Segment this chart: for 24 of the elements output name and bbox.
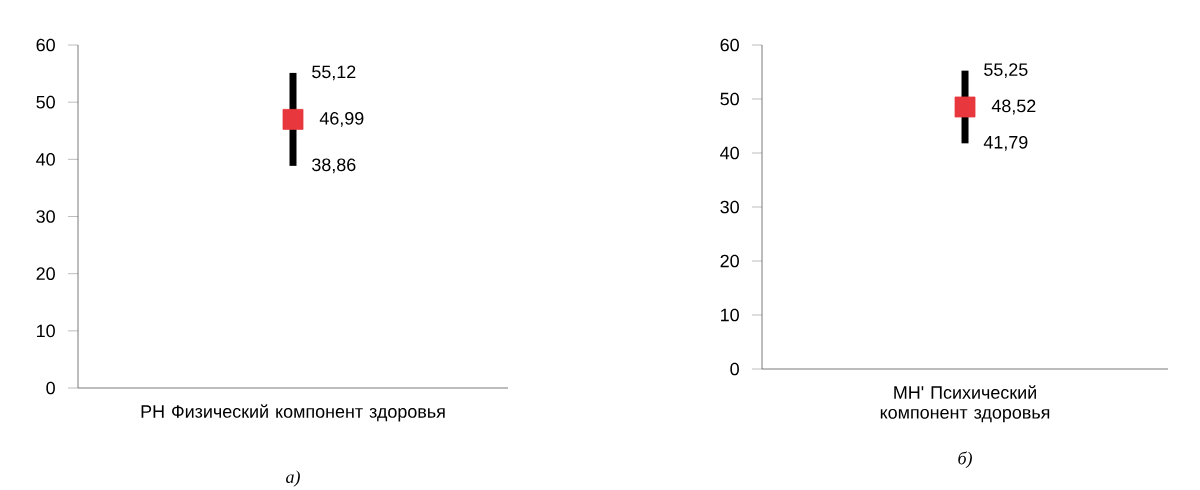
y-tick-label: 40 bbox=[36, 152, 55, 166]
y-tick-label: 10 bbox=[37, 324, 55, 338]
y-tick-label: 50 bbox=[720, 92, 739, 106]
annotation: 38,86 bbox=[312, 158, 356, 174]
y-tick-label: 10 bbox=[721, 308, 739, 322]
y-tick-label: 0 bbox=[730, 362, 739, 376]
y-tick-label: 40 bbox=[720, 146, 739, 160]
y-tick-label: 50 bbox=[36, 95, 55, 109]
y-tick-label: 30 bbox=[720, 200, 739, 214]
x-tick-label: PH Физический компонент здоровья bbox=[141, 404, 445, 422]
annotation: 55,25 bbox=[984, 63, 1028, 79]
x-tick-label: MH' Психический компонент здоровья bbox=[880, 385, 1050, 423]
annotation: 41,79 bbox=[983, 135, 1028, 151]
annotation: 55,12 bbox=[312, 65, 356, 81]
text: б) bbox=[958, 451, 972, 469]
data-label: 46,99 bbox=[319, 111, 364, 127]
y-tick-label: 20 bbox=[720, 254, 739, 268]
y-tick-label: 20 bbox=[36, 267, 55, 281]
y-tick-label: 60 bbox=[720, 38, 739, 52]
y-tick-label: 60 bbox=[36, 38, 55, 52]
text: а) bbox=[286, 470, 300, 487]
y-tick-label: 0 bbox=[46, 381, 55, 395]
y-tick-label: 30 bbox=[36, 210, 55, 223]
data-label: 48,52 bbox=[991, 99, 1036, 115]
